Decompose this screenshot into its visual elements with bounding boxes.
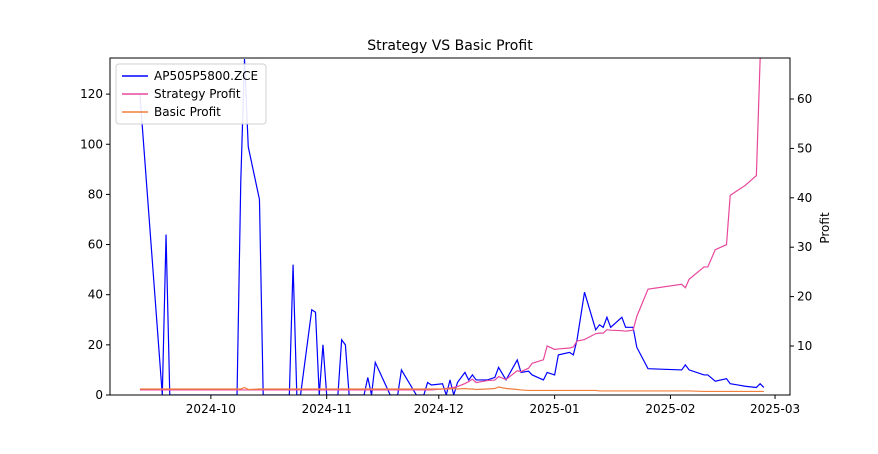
x-tick-label: 2025-02 — [645, 402, 695, 416]
legend-label: AP505P5800.ZCE — [154, 69, 258, 83]
series-line — [139, 58, 765, 395]
y-tick-label: 80 — [88, 187, 103, 201]
y-tick-label: 0 — [95, 388, 103, 402]
x-tick-label: 2024-10 — [186, 402, 236, 416]
x-tick-label: 2024-12 — [414, 402, 464, 416]
x-tick-label: 2025-03 — [750, 402, 800, 416]
legend-label: Basic Profit — [154, 105, 221, 119]
plot-area — [139, 58, 765, 395]
y2-tick-label: 10 — [797, 339, 812, 353]
legend-box — [115, 63, 267, 125]
y-tick-label: 100 — [80, 137, 103, 151]
y-tick-label: 40 — [88, 288, 103, 302]
y2-tick-label: 40 — [797, 191, 812, 205]
y2-tick-label: 60 — [797, 92, 812, 106]
legend-label: Strategy Profit — [154, 87, 241, 101]
y-tick-label: 60 — [88, 238, 103, 252]
y2-tick-label: 20 — [797, 290, 812, 304]
series-line — [139, 386, 764, 393]
y-tick-label: 20 — [88, 338, 103, 352]
y-tick-label: 120 — [80, 87, 103, 101]
x-tick-label: 2025-01 — [530, 402, 580, 416]
y2-axis-label: Profit — [818, 212, 832, 244]
y2-tick-label: 50 — [797, 141, 812, 155]
chart-title: Strategy VS Basic Profit — [367, 38, 533, 54]
x-tick-label: 2024-11 — [302, 402, 352, 416]
series-line — [139, 58, 761, 391]
y2-tick-label: 30 — [797, 240, 812, 254]
axes-frame — [109, 57, 791, 396]
